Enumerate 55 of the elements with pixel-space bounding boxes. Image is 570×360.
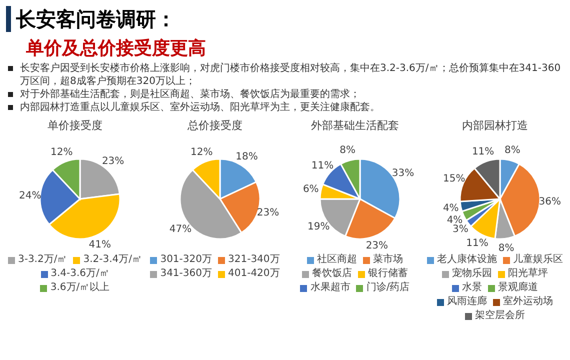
- data-label: 18%: [236, 151, 258, 162]
- data-label: 24%: [18, 190, 42, 202]
- legend-label: 3.4-3.6万/㎡: [50, 268, 110, 280]
- legend-label: 景观廊道: [498, 282, 538, 294]
- data-label: 23%: [256, 207, 280, 218]
- data-label: 19%: [308, 222, 330, 233]
- legend-label: 水景: [462, 282, 482, 294]
- legend-label: 儿童娱乐区: [513, 254, 563, 266]
- text: 长安客户因受到长安楼市价格上涨影响，对虎门楼市价格接受度相对较高，集中在3.2-3.6万/㎡；总价预算集中在341-360万区间，超8成客户预期在320万以上；: [20, 62, 562, 88]
- legend-label: 宠物乐园: [452, 268, 492, 280]
- legend-label: 室外运动场: [503, 296, 553, 308]
- data-label: 36%: [538, 196, 562, 208]
- legend-label: 门诊/药店: [366, 282, 410, 294]
- data-label: 8%: [498, 243, 514, 254]
- text: 长安客问卷调研：: [16, 6, 176, 33]
- data-label: 23%: [102, 156, 124, 167]
- text: 单价及总价接受度更高: [26, 37, 206, 60]
- data-label: 4%: [442, 202, 459, 214]
- text: 对于外部基础生活配套，则是社区商超、菜市场、餐饮饭店为最重要的需求；: [20, 88, 360, 101]
- legend-label: 架空层会所: [475, 310, 525, 322]
- data-label: 41%: [88, 239, 111, 250]
- data-label: 8%: [340, 145, 356, 156]
- data-label: 6%: [302, 184, 319, 196]
- legend-label: 401-420万: [228, 268, 280, 280]
- chart-title: 总价接受度: [188, 118, 242, 134]
- data-label: 8%: [504, 145, 520, 156]
- chart-title: 外部基础生活配套: [311, 118, 399, 134]
- legend-label: 341-360万: [160, 268, 212, 280]
- data-label: 15%: [442, 174, 466, 185]
- data-label: 11%: [472, 146, 494, 158]
- chart-title: 内部园林打造: [462, 118, 528, 134]
- legend-label: 老人康体设施: [437, 254, 497, 266]
- legend-label: 3.2-3.4万/㎡: [83, 254, 142, 266]
- data-label: 33%: [392, 168, 414, 180]
- legend-label: 阳光草坪: [508, 268, 548, 280]
- data-label: 4%: [446, 214, 463, 226]
- legend-label: 3-3.2万/㎡: [18, 254, 68, 266]
- data-label: 11%: [311, 160, 334, 172]
- data-label: 47%: [169, 224, 192, 236]
- legend-label: 菜市场: [373, 254, 403, 266]
- legend-label: 银行储蓄: [368, 268, 408, 280]
- legend-label: 301-320万: [160, 254, 212, 266]
- legend-label: 水果超市: [310, 282, 350, 294]
- legend-label: 社区商超: [317, 254, 357, 266]
- text: 内部园林打造重点以儿童娱乐区、室外运动场、阳光草坪为主，更关注健康配套。: [20, 101, 380, 114]
- data-label: 11%: [466, 238, 488, 250]
- legend-label: 321-340万: [228, 254, 280, 266]
- legend-label: 餐饮饭店: [312, 268, 352, 280]
- chart-title: 单价接受度: [48, 118, 102, 134]
- data-label: 23%: [366, 240, 388, 252]
- data-label: 12%: [190, 147, 213, 158]
- legend-label: 3.6万/㎡以上: [50, 282, 110, 294]
- data-label: 12%: [50, 147, 73, 158]
- data-label: 3%: [452, 224, 468, 236]
- legend-label: 风雨连廊: [447, 296, 487, 308]
